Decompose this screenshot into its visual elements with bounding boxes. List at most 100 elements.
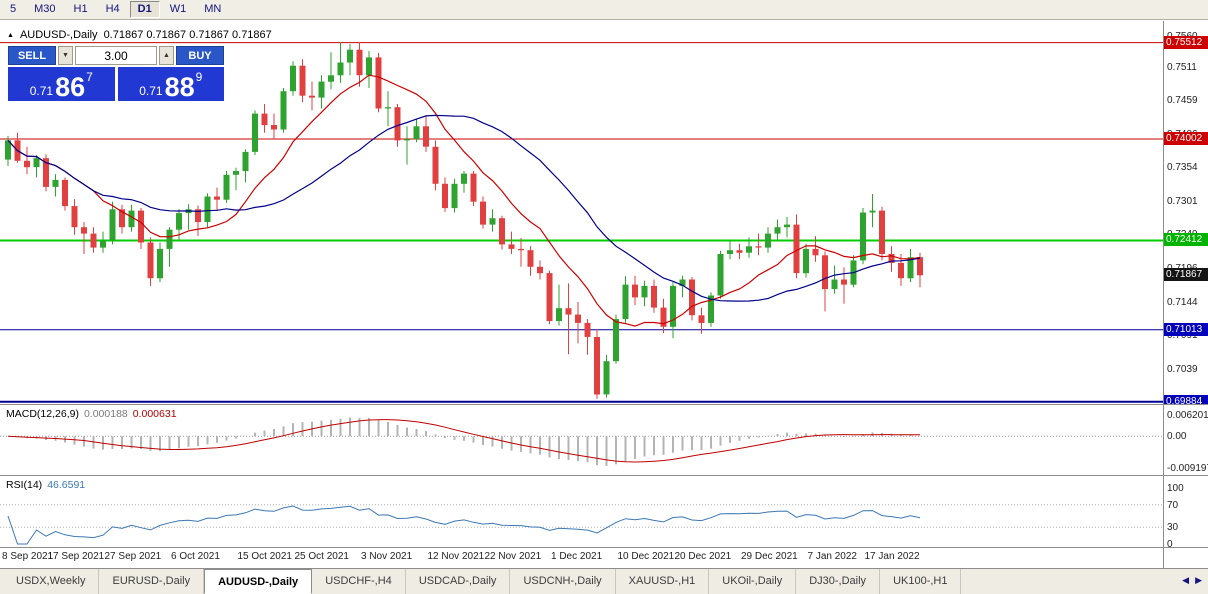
buy-button[interactable]: BUY (176, 46, 224, 65)
price-level-badge: 0.71867 (1164, 268, 1208, 282)
date-label: 8 Sep 2021 (2, 551, 54, 562)
date-label: 20 Dec 2021 (674, 551, 732, 562)
macd-axis: 0.006201 0.00 -0.009197 (1164, 405, 1208, 475)
date-label: 27 Sep 2021 (104, 551, 162, 562)
candle-body (489, 218, 496, 225)
candle-body (394, 107, 401, 141)
candle-body (765, 233, 771, 248)
timeframe-toolbar: 5 M30 H1 H4 D1 W1 MN (0, 0, 1208, 20)
rsi-axis-label: 100 (1167, 483, 1184, 494)
candle-body (527, 250, 534, 267)
price-level-badge: 0.72412 (1164, 233, 1208, 247)
candle-body (5, 140, 11, 160)
candle-body (632, 284, 638, 298)
candle-body (451, 183, 458, 209)
candle-body (90, 233, 97, 248)
candle-body (470, 173, 477, 202)
candle-body (328, 75, 334, 82)
rsi-panel[interactable] (0, 476, 1163, 547)
candle-body (603, 361, 610, 395)
panel-separator-rsi[interactable] (0, 475, 1208, 476)
chart-tab-xauusd-h1[interactable]: XAUUSD-,H1 (616, 569, 710, 594)
price-tick-label: 0.7039 (1167, 363, 1198, 375)
price-tick-label: 0.7144 (1167, 296, 1198, 308)
candle-body (898, 262, 904, 279)
chart-tab-usdcad-daily[interactable]: USDCAD-,Daily (406, 569, 511, 594)
candle-body (888, 254, 895, 263)
candle-body (499, 218, 505, 245)
chart-tab-dj30-daily[interactable]: DJ30-,Daily (796, 569, 881, 594)
timeframe-button-h1[interactable]: H1 (66, 1, 96, 18)
candle-body (356, 49, 363, 76)
candle-body (869, 210, 876, 213)
tab-scroll-left-icon[interactable]: ◀ (1182, 575, 1190, 585)
rsi-axis: 100 70 30 0 (1164, 476, 1208, 550)
candle-body (660, 307, 667, 327)
candle-body (556, 308, 562, 321)
price-tick-label: 0.7511 (1167, 62, 1197, 74)
candle-body (280, 91, 287, 130)
candle-body (442, 183, 448, 209)
candle-body (812, 248, 819, 256)
timeframe-button-m30[interactable]: M30 (26, 1, 63, 18)
macd-axis-label: 0.00 (1167, 431, 1187, 443)
tab-scroll-right-icon[interactable]: ▶ (1195, 575, 1202, 585)
date-label: 22 Nov 2021 (484, 551, 542, 562)
ma-slow-line (7, 114, 921, 302)
candle-body (423, 126, 429, 147)
chart-tab-usdcnh-daily[interactable]: USDCNH-,Daily (510, 569, 616, 594)
tab-scroll-arrows: ◀ ▶ (1182, 575, 1202, 586)
bid-ask-row: 0.71 86 7 0.71 88 9 (8, 67, 224, 101)
chart-tab-usdx-weekly[interactable]: USDX,Weekly (3, 569, 100, 594)
time-axis[interactable]: 8 Sep 2021 17 Sep 2021 27 Sep 2021 6 Oct 20… (0, 548, 1163, 568)
candle-body (147, 242, 154, 279)
candle-body (774, 227, 781, 234)
ask-price-prefix: 0.71 (139, 84, 163, 98)
timeframe-button-d1[interactable]: D1 (129, 1, 160, 18)
price-tick-label: 0.7301 (1167, 196, 1198, 208)
chart-tabs: USDX,Weekly EURUSD-,Daily AUDUSD-,Daily USD… (0, 569, 962, 594)
candle-body (214, 196, 220, 200)
ask-price-panel[interactable]: 0.71 88 9 (117, 67, 224, 101)
candle-body (755, 246, 762, 248)
date-label: 10 Dec 2021 (617, 551, 675, 562)
timeframe-button-w1[interactable]: W1 (162, 1, 195, 18)
candle-body (803, 248, 809, 274)
candle-body (622, 284, 629, 320)
date-label: 1 Dec 2021 (551, 551, 603, 562)
one-click-trading-panel: SELL ▼ ▲ BUY 0.71 86 7 0.71 88 9 (8, 46, 224, 101)
macd-signal-line (7, 419, 921, 463)
macd-name: MACD(12,26,9) (6, 408, 79, 420)
timeframe-button-5[interactable]: 5 (2, 1, 24, 18)
main-price-chart[interactable] (0, 21, 1163, 404)
candle-body (784, 224, 790, 228)
chart-tab-usdchf-h4[interactable]: USDCHF-,H4 (312, 569, 406, 594)
panel-separator-macd[interactable] (0, 404, 1208, 405)
candle-body (841, 279, 847, 285)
timeframe-button-mn[interactable]: MN (196, 1, 229, 18)
chart-tab-uk100-h1[interactable]: UK100-,H1 (880, 569, 962, 594)
candle-body (432, 146, 439, 184)
macd-axis-label: -0.009197 (1167, 463, 1208, 474)
price-axis[interactable]: 0.75600.75110.74590.74060.73540.73010.72… (1164, 21, 1208, 408)
volume-decrease-icon[interactable]: ▼ (58, 46, 73, 65)
date-label: 6 Oct 2021 (171, 551, 220, 562)
volume-increase-icon[interactable]: ▲ (159, 46, 174, 65)
date-label: 12 Nov 2021 (427, 551, 485, 562)
rsi-line (7, 505, 921, 545)
candle-body (546, 273, 553, 321)
bid-price-panel[interactable]: 0.71 86 7 (8, 67, 115, 101)
candle-body (195, 209, 201, 223)
candle-body (176, 213, 182, 230)
volume-input[interactable] (75, 46, 157, 65)
timeframe-button-h4[interactable]: H4 (98, 1, 128, 18)
bid-price-prefix: 0.71 (29, 84, 54, 98)
chart-tab-audusd-daily[interactable]: AUDUSD-,Daily (204, 569, 313, 594)
chart-tab-eurusd-daily[interactable]: EURUSD-,Daily (99, 569, 205, 594)
chart-tab-ukoil-daily[interactable]: UKOil-,Daily (709, 569, 797, 594)
candle-body (261, 113, 268, 126)
candle-body (309, 95, 315, 98)
macd-panel[interactable] (0, 405, 1163, 475)
sell-button[interactable]: SELL (8, 46, 56, 65)
rsi-axis-label: 0 (1167, 539, 1173, 550)
